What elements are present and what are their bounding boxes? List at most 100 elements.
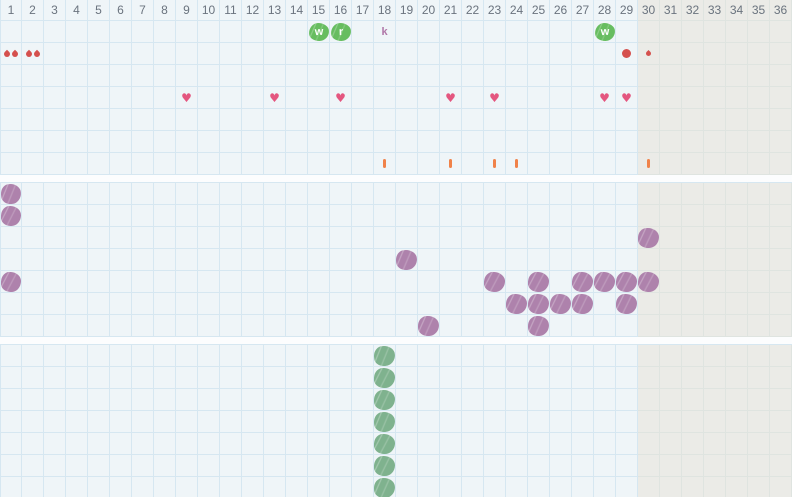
day-cell[interactable] <box>308 411 330 433</box>
day-cell[interactable] <box>527 315 550 337</box>
day-cell[interactable] <box>396 109 418 131</box>
day-cell[interactable] <box>594 227 616 249</box>
day-cell[interactable] <box>462 455 484 477</box>
day-cell[interactable] <box>638 21 660 43</box>
day-cell[interactable] <box>352 153 374 175</box>
day-cell[interactable] <box>770 43 792 65</box>
day-cell[interactable] <box>748 455 770 477</box>
day-cell[interactable] <box>726 433 748 455</box>
day-cell[interactable] <box>638 65 660 87</box>
day-cell[interactable] <box>44 131 66 153</box>
day-cell[interactable] <box>396 87 418 109</box>
day-cell[interactable] <box>594 389 616 411</box>
day-cell[interactable] <box>550 183 572 205</box>
day-cell[interactable] <box>352 455 374 477</box>
day-cell[interactable] <box>132 21 154 43</box>
day-cell[interactable] <box>704 65 726 87</box>
day-cell[interactable] <box>506 131 528 153</box>
day-cell[interactable] <box>726 43 748 65</box>
day-cell[interactable] <box>132 293 154 315</box>
day-cell[interactable] <box>0 182 22 205</box>
day-cell[interactable] <box>638 249 660 271</box>
day-cell[interactable] <box>748 271 770 293</box>
day-cell[interactable] <box>572 345 594 367</box>
day-cell[interactable] <box>418 87 440 109</box>
day-cell[interactable] <box>44 433 66 455</box>
day-cell[interactable] <box>748 131 770 153</box>
day-cell[interactable] <box>66 293 88 315</box>
day-cell[interactable] <box>242 249 264 271</box>
day-cell[interactable] <box>748 205 770 227</box>
day-cell[interactable] <box>440 389 462 411</box>
day-cell[interactable] <box>528 477 550 497</box>
day-cell[interactable] <box>704 153 726 175</box>
day-cell[interactable] <box>198 153 220 175</box>
day-cell[interactable] <box>44 43 66 65</box>
day-cell[interactable] <box>88 433 110 455</box>
day-cell[interactable] <box>704 109 726 131</box>
day-cell[interactable] <box>660 65 682 87</box>
day-cell[interactable] <box>506 183 528 205</box>
day-cell[interactable] <box>198 411 220 433</box>
day-cell[interactable] <box>549 293 572 315</box>
day-cell[interactable] <box>748 227 770 249</box>
day-cell[interactable] <box>682 65 704 87</box>
day-cell[interactable] <box>593 270 616 293</box>
day-cell[interactable] <box>748 249 770 271</box>
day-cell[interactable] <box>22 433 44 455</box>
day-cell[interactable] <box>0 315 22 337</box>
day-cell[interactable] <box>748 183 770 205</box>
day-cell[interactable] <box>396 411 418 433</box>
day-cell[interactable] <box>594 455 616 477</box>
day-cell[interactable] <box>748 389 770 411</box>
day-cell[interactable] <box>550 433 572 455</box>
day-cell[interactable] <box>220 21 242 43</box>
day-cell[interactable] <box>528 131 550 153</box>
day-cell[interactable] <box>528 87 550 109</box>
day-cell[interactable] <box>506 21 528 43</box>
day-cell[interactable] <box>242 455 264 477</box>
day-cell[interactable] <box>396 43 418 65</box>
day-cell[interactable] <box>682 293 704 315</box>
day-cell[interactable] <box>528 367 550 389</box>
day-cell[interactable] <box>44 21 66 43</box>
day-cell[interactable] <box>682 271 704 293</box>
day-cell[interactable] <box>110 345 132 367</box>
day-cell[interactable] <box>638 131 660 153</box>
day-cell[interactable] <box>616 455 638 477</box>
day-cell[interactable] <box>682 227 704 249</box>
day-cell[interactable] <box>330 389 352 411</box>
day-cell[interactable] <box>154 65 176 87</box>
day-cell[interactable] <box>374 205 396 227</box>
day-cell[interactable] <box>22 315 44 337</box>
day-cell[interactable] <box>572 411 594 433</box>
day-cell[interactable] <box>704 87 726 109</box>
day-cell[interactable] <box>462 293 484 315</box>
day-cell[interactable] <box>22 131 44 153</box>
day-cell[interactable] <box>132 205 154 227</box>
day-cell[interactable] <box>264 345 286 367</box>
day-cell[interactable] <box>88 227 110 249</box>
day-cell[interactable] <box>198 87 220 109</box>
day-cell[interactable] <box>638 433 660 455</box>
day-cell[interactable] <box>682 131 704 153</box>
day-cell[interactable] <box>154 183 176 205</box>
day-cell[interactable] <box>396 389 418 411</box>
day-cell[interactable] <box>44 293 66 315</box>
day-cell[interactable] <box>44 367 66 389</box>
day-cell[interactable] <box>616 227 638 249</box>
day-cell[interactable] <box>726 183 748 205</box>
day-cell[interactable] <box>154 345 176 367</box>
day-cell[interactable] <box>44 477 66 497</box>
day-cell[interactable] <box>726 293 748 315</box>
day-cell[interactable] <box>572 455 594 477</box>
day-cell[interactable] <box>550 21 572 43</box>
day-cell[interactable] <box>616 411 638 433</box>
day-cell[interactable] <box>770 477 792 497</box>
day-cell[interactable] <box>176 315 198 337</box>
day-cell[interactable] <box>286 205 308 227</box>
day-cell[interactable] <box>220 345 242 367</box>
day-cell[interactable] <box>660 43 682 65</box>
day-cell[interactable] <box>286 411 308 433</box>
day-cell[interactable] <box>748 433 770 455</box>
